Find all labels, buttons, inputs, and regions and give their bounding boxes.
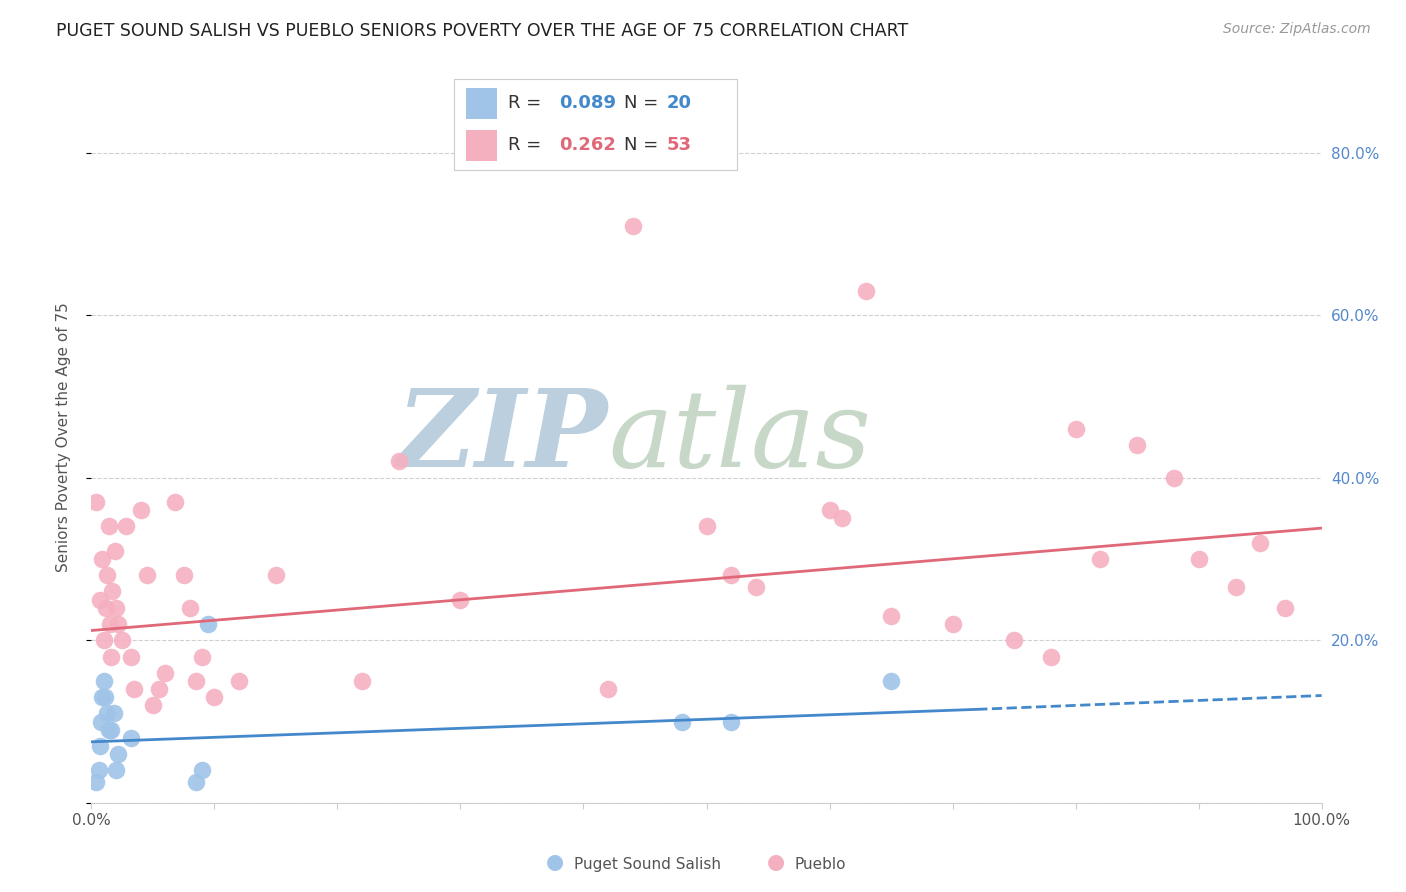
Point [197,617,219,632]
Point [103,706,125,721]
Point [202,690,225,705]
Point [1039,649,1063,664]
Text: atlas: atlas [607,384,872,490]
Point [831,511,853,525]
Point [855,284,877,298]
Point [91,690,114,705]
Point [97,723,120,737]
Text: ZIP: ZIP [396,384,607,490]
Point [818,503,841,517]
Point [596,681,619,696]
Point [1126,438,1149,452]
Point [89,739,111,753]
Point [100,723,122,737]
Point [720,714,742,729]
Point [880,608,903,623]
Point [120,731,142,745]
Point [1249,535,1271,549]
Point [97,519,120,533]
Point [105,764,127,778]
Point [98,617,121,632]
Point [96,568,118,582]
Point [449,592,471,607]
Point [107,617,129,632]
Point [184,775,207,789]
Point [94,690,117,705]
Point [135,568,157,582]
Point [105,600,127,615]
Point [163,495,186,509]
Point [91,552,114,566]
Text: ●: ● [547,853,564,872]
Point [191,649,214,664]
Point [114,519,138,533]
Point [100,649,122,664]
Point [1163,471,1185,485]
Point [93,633,115,648]
Point [184,673,207,688]
Point [720,568,742,582]
Point [86,775,108,789]
Point [107,747,129,761]
Text: ●: ● [768,853,785,872]
Point [96,600,117,615]
Point [1002,633,1025,648]
Point [1187,552,1209,566]
Point [1225,581,1247,595]
Point [228,673,250,688]
Y-axis label: Seniors Poverty Over the Age of 75: Seniors Poverty Over the Age of 75 [56,302,70,572]
Point [880,673,903,688]
Point [148,681,170,696]
Point [1274,600,1296,615]
Text: Source: ZipAtlas.com: Source: ZipAtlas.com [1223,22,1371,37]
Point [153,665,177,680]
Point [120,649,142,664]
Point [621,219,644,233]
Point [388,454,411,468]
Point [101,584,124,599]
Point [93,673,115,688]
Point [124,681,146,696]
Point [179,600,201,615]
Point [111,633,134,648]
Point [1088,552,1111,566]
Text: Pueblo: Pueblo [794,857,846,872]
Point [191,764,214,778]
Point [104,544,127,558]
Text: Puget Sound Salish: Puget Sound Salish [574,857,721,872]
Point [129,503,152,517]
Point [264,568,287,582]
Point [90,714,112,729]
Point [695,519,717,533]
Point [941,617,963,632]
Point [89,592,111,607]
Point [86,495,108,509]
Point [96,706,118,721]
Point [352,673,374,688]
Point [1064,422,1087,436]
Point [671,714,693,729]
Point [173,568,195,582]
Text: PUGET SOUND SALISH VS PUEBLO SENIORS POVERTY OVER THE AGE OF 75 CORRELATION CHAR: PUGET SOUND SALISH VS PUEBLO SENIORS POV… [56,22,908,40]
Point [87,764,110,778]
Point [142,698,165,713]
Point [745,581,768,595]
